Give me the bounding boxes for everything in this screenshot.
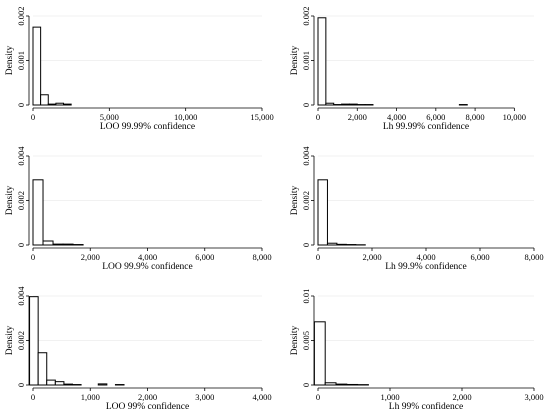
y-tick-label: 0.002 [16,6,26,25]
histogram-bar [313,321,326,386]
x-tick-label: 1,000 [380,392,399,402]
histogram-bar [63,103,72,106]
x-axis-title: Lh 99% confidence [389,401,463,412]
histogram-bar [324,382,337,386]
x-tick-label: 4,000 [138,252,157,262]
x-tick-label: 10,000 [174,112,197,122]
y-tick-label: 0 [16,243,26,247]
y-tick-label: 0.005 [301,331,311,350]
y-tick-label: 0.004 [16,146,26,166]
x-tick-label: 3,000 [524,392,543,402]
x-tick-label: 0 [316,112,320,122]
x-axis-title: Lh 99.9% confidence [385,261,467,272]
y-axis-title: Density [290,45,300,75]
histogram-bar [346,383,359,386]
x-axis-title: LOO 99% confidence [106,401,189,412]
x-tick-label: 0 [31,252,35,262]
y-tick-label: 0.002 [16,331,26,350]
x-tick-label: 2,000 [452,392,471,402]
histogram-panel-6: 0 0.005 0.01 Density 0 1,000 2,000 3,000 Lh 99% … [290,289,544,412]
y-tick-label: 0 [301,383,311,387]
histogram-bar [47,103,57,106]
histogram-bar [97,383,108,386]
x-tick-label: 2,000 [138,392,157,402]
x-tick-label: 0 [31,112,35,122]
histogram-panel-4: 0 0.002 0.004 Density 0 2,000 4,000 6,000 8,000 L… [290,146,544,272]
y-axis-title: Density [290,325,300,355]
x-axis-title: Lh 99.99% confidence [383,121,469,132]
x-tick-label: 6,000 [426,112,445,122]
histogram-bar [325,102,335,106]
histogram-bar [40,94,49,106]
histogram-bar [336,243,347,246]
histogram-bar [326,242,338,246]
y-tick-label: 0 [301,243,311,247]
y-tick-label: 0.004 [301,146,311,166]
x-tick-label: 5,000 [100,112,119,122]
histogram-bar [55,102,65,106]
x-tick-label: 0 [31,392,35,402]
y-tick-label: 0.002 [301,191,311,210]
y-tick-label: 0.01 [301,289,311,304]
histogram-bar [348,103,358,106]
x-tick-label: 4,000 [387,112,406,122]
x-axis-title: LOO 99.99% confidence [100,121,195,132]
histogram-bar [29,296,39,386]
y-tick-label: 0 [16,103,26,107]
x-tick-label: 0 [316,392,320,402]
x-tick-label: 4,000 [252,392,271,402]
y-tick-label: 0.002 [16,191,26,210]
histogram-bar [317,179,328,246]
y-axis-title: Density [290,185,300,215]
x-axis-title: LOO 99.9% confidence [102,261,192,272]
histogram-bar [341,103,350,106]
y-tick-label: 0 [301,103,311,107]
histogram-bar [52,243,64,246]
x-tick-label: 4,000 [416,252,435,262]
x-tick-label: 6,000 [470,252,489,262]
x-tick-label: 0 [316,252,320,262]
x-tick-label: 1,000 [81,392,100,402]
x-tick-label: 8,000 [524,252,543,262]
histogram-panel-1: 0 0.001 0.002 Density 0 5,000 10,000 15,000 LOO … [5,6,274,132]
x-tick-label: 8,000 [252,252,271,262]
x-tick-label: 8,000 [466,112,485,122]
histogram-bar [37,352,48,386]
y-tick-label: 0.004 [16,286,26,306]
y-tick-label: 0.002 [301,6,311,25]
histogram-bar [62,243,74,246]
x-tick-label: 2,000 [81,252,100,262]
histogram-panel-5: 0 0.002 0.004 Density 0 1,000 2,000 3,000 4,000 L… [5,286,272,412]
histogram-panel-3: 0 0.002 0.004 Density 0 2,000 4,000 6,000 8,000 L… [5,146,272,272]
histogram-bar [46,379,56,386]
y-tick-label: 0.001 [301,51,311,70]
histogram-bar [32,179,44,246]
x-tick-label: 6,000 [195,252,214,262]
y-axis-title: Density [5,325,15,355]
histogram-bar [63,383,74,386]
histogram-bar [335,383,348,386]
histogram-panel-2: 0 0.001 0.002 Density 0 2,000 4,000 6,000 8,000 1… [290,6,534,132]
histogram-bar [42,240,54,246]
x-tick-label: 15,000 [250,112,273,122]
x-tick-label: 10,000 [503,112,526,122]
y-axis-title: Density [5,185,15,215]
x-tick-label: 2,000 [348,112,367,122]
y-tick-label: 0 [16,383,26,387]
histogram-bar [32,26,42,106]
histogram-bar [317,17,327,106]
y-tick-label: 0.001 [16,51,26,70]
histogram-bar [54,381,65,386]
y-axis-title: Density [5,45,15,75]
x-tick-label: 3,000 [195,392,214,402]
x-tick-label: 2,000 [362,252,381,262]
